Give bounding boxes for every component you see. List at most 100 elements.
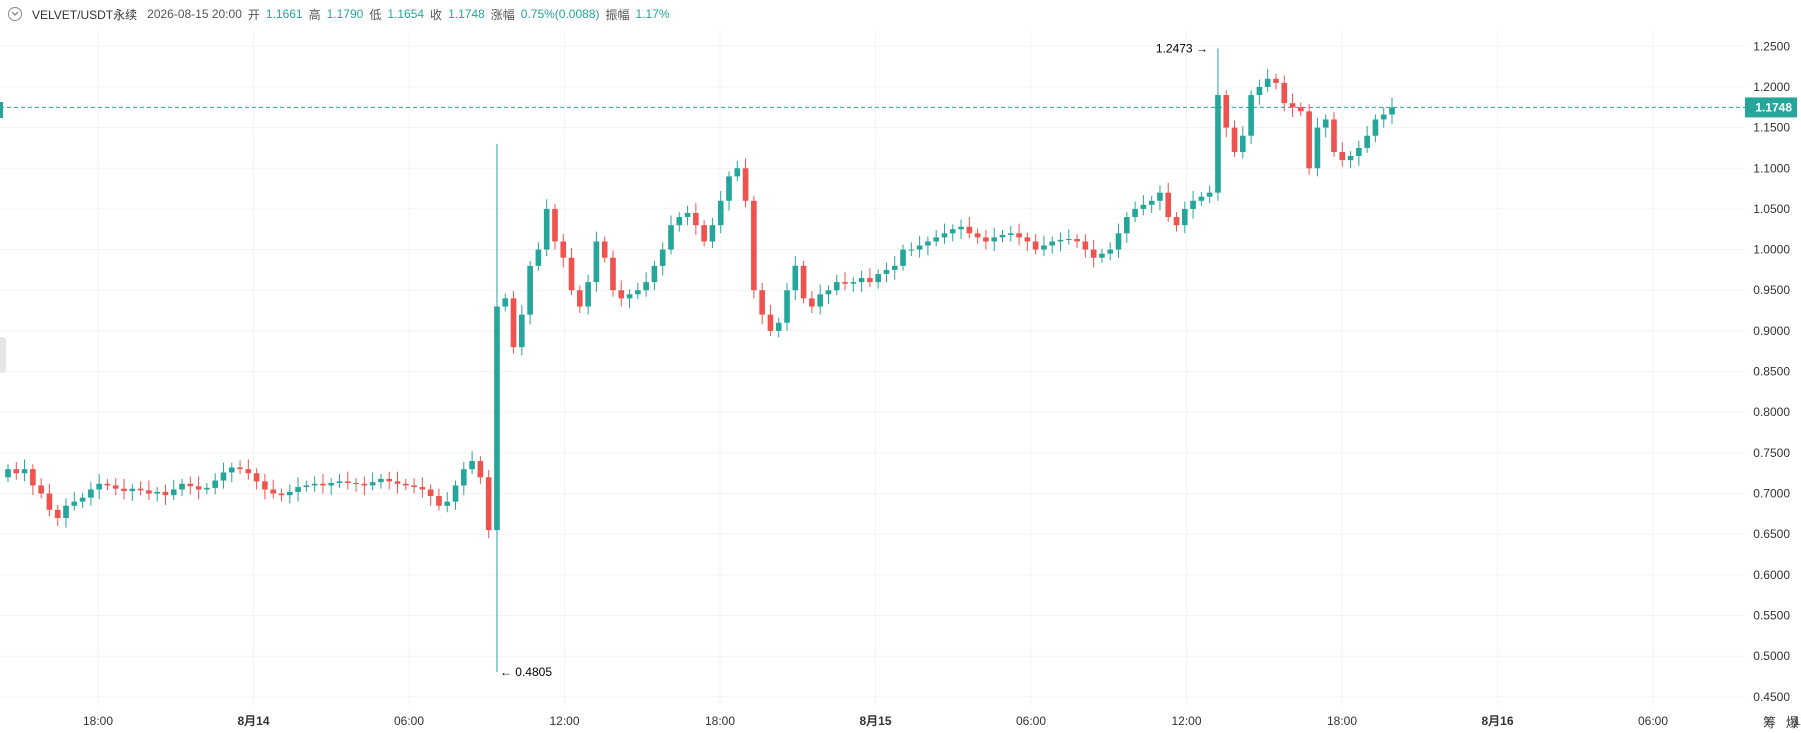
candle-body <box>1372 119 1379 136</box>
candle-body <box>1314 127 1321 169</box>
candle-body <box>1298 107 1304 112</box>
y-tick-label: 0.6500 <box>1753 527 1790 541</box>
candle-body <box>121 488 127 492</box>
candle-body <box>693 212 699 226</box>
amplitude-label: 振幅 <box>605 7 630 22</box>
candle-body <box>1240 135 1246 152</box>
candle-body <box>925 241 931 246</box>
candle-body <box>966 226 973 234</box>
low-label: 低 <box>369 7 382 22</box>
candle-body <box>1123 217 1130 234</box>
candle-body <box>510 298 517 348</box>
candle-body <box>635 290 641 295</box>
y-tick-label: 1.2000 <box>1753 80 1790 94</box>
x-tick-label: 12:00 <box>549 714 579 728</box>
candle-body <box>527 265 533 315</box>
candle-body <box>1306 111 1312 169</box>
candle-body <box>867 278 873 283</box>
candle-body <box>386 478 393 482</box>
side-panel-handle[interactable] <box>0 337 6 373</box>
candle-body <box>1190 200 1196 209</box>
candle-body <box>1181 208 1188 226</box>
candle-body <box>883 269 890 274</box>
candle-body <box>1007 233 1014 235</box>
high-value: 1.1790 <box>326 7 364 21</box>
candle-body <box>162 491 169 496</box>
corner-tool-chip[interactable]: 筹 <box>1762 715 1776 730</box>
candle-body <box>1090 249 1097 258</box>
candle-body <box>1107 249 1114 254</box>
y-tick-label: 0.5500 <box>1753 609 1790 623</box>
candle-body <box>1256 86 1263 96</box>
candle-body <box>427 489 434 496</box>
candle-body <box>369 482 376 486</box>
candle-body <box>684 212 691 218</box>
candle-body <box>1347 156 1354 161</box>
candle-body <box>585 282 591 307</box>
candle-body <box>858 278 865 283</box>
candle-body <box>204 487 210 490</box>
candle-body <box>394 481 401 484</box>
candle-body <box>610 257 616 291</box>
candle-body <box>328 482 335 486</box>
candle-body <box>999 234 1006 238</box>
candle-body <box>1065 239 1072 241</box>
candle-body <box>1223 95 1230 128</box>
candle-body <box>30 469 36 486</box>
candle-body <box>179 483 185 490</box>
candle-body <box>436 495 442 506</box>
candle-body <box>469 461 475 470</box>
candle-body <box>916 245 923 250</box>
candle-body <box>1165 192 1172 218</box>
ohlc-header: VELVET/USDT永续 2026-08-15 20:00 开 1.1661 … <box>8 5 670 23</box>
candle-body <box>726 176 732 201</box>
candle-body <box>320 483 326 486</box>
candle-body <box>668 225 674 250</box>
candle-body <box>54 509 61 518</box>
candle-body <box>1024 237 1031 242</box>
candle-body <box>1281 82 1288 104</box>
candle-body <box>146 490 152 494</box>
max-price-label: 1.2473 → <box>1156 41 1208 55</box>
y-tick-label: 0.9500 <box>1753 283 1790 297</box>
y-tick-label: 1.1000 <box>1753 161 1790 175</box>
candle-body <box>21 469 28 474</box>
corner-tool-liquidation[interactable]: 爆 <box>1785 715 1799 730</box>
candle-body <box>286 491 293 496</box>
candle-body <box>1389 107 1395 115</box>
collapse-chevron-icon[interactable] <box>8 7 22 21</box>
candle-body <box>270 489 277 494</box>
open-label: 开 <box>247 7 260 22</box>
candle-body <box>112 485 119 489</box>
candle-body <box>1356 147 1362 157</box>
candle-body <box>303 485 310 488</box>
candle-body <box>784 290 790 323</box>
symbol-name: VELVET/USDT永续 <box>32 7 138 22</box>
candle-body <box>411 485 417 488</box>
change-label: 涨幅 <box>490 7 515 22</box>
candle-body <box>13 469 20 474</box>
candle-body <box>477 461 484 478</box>
candle-body <box>361 483 368 486</box>
y-tick-label: 0.5000 <box>1753 649 1790 663</box>
candle-body <box>734 168 741 177</box>
candle-body <box>502 298 509 307</box>
candle-body <box>494 306 500 531</box>
candle-body <box>593 241 600 283</box>
candle-body <box>908 249 915 251</box>
change-value: 0.75%(0.0088) <box>520 7 600 21</box>
candle-body <box>311 483 318 486</box>
min-price-label: ← 0.4805 <box>500 665 552 679</box>
candle-body <box>949 229 956 234</box>
y-tick-label: 0.4500 <box>1753 690 1790 704</box>
candle-body <box>1364 135 1370 148</box>
candle-body <box>601 241 608 258</box>
y-tick-label: 1.2500 <box>1753 39 1790 53</box>
candle-body <box>717 200 724 226</box>
x-tick-label: 18:00 <box>705 714 735 728</box>
candle-body <box>71 501 78 506</box>
candle-body <box>228 467 235 473</box>
candle-body <box>775 322 782 331</box>
candle-body <box>187 483 194 487</box>
